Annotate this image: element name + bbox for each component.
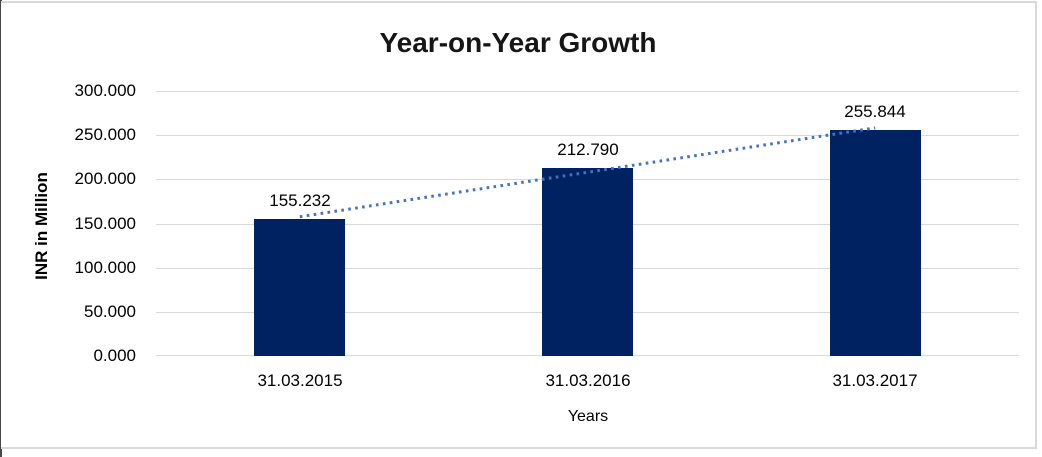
gridline bbox=[156, 135, 1019, 136]
x-axis-tick-label: 31.03.2015 bbox=[257, 371, 343, 390]
bar-value-label: 212.790 bbox=[557, 140, 619, 159]
chart-frame: Year-on-Year Growth INR in Million 155.2… bbox=[1, 1, 1037, 449]
bar bbox=[254, 219, 345, 356]
y-axis-tick-label: 200.000 bbox=[74, 169, 136, 188]
trendline bbox=[299, 126, 876, 219]
x-axis-title: Years bbox=[567, 408, 609, 425]
bar bbox=[830, 130, 921, 356]
bar-value-label: 255.844 bbox=[844, 102, 906, 121]
y-axis-tick-label: 300.000 bbox=[74, 81, 136, 100]
y-axis-tick-label: 50.000 bbox=[84, 302, 136, 321]
x-axis-tick-label: 31.03.2016 bbox=[545, 371, 631, 390]
y-axis-tick-label: 0.000 bbox=[93, 346, 136, 365]
bar-value-label: 155.232 bbox=[269, 191, 331, 210]
bar bbox=[542, 168, 633, 356]
gridline bbox=[156, 91, 1019, 92]
y-axis-tick-label: 250.000 bbox=[74, 125, 136, 144]
plot-area: 155.232 212.790 255.844 bbox=[156, 91, 1019, 356]
y-axis-tick-label: 150.000 bbox=[74, 214, 136, 233]
y-axis-tick-label: 100.000 bbox=[74, 258, 136, 277]
x-axis-tick-label: 31.03.2017 bbox=[832, 371, 918, 390]
chart-title: Year-on-Year Growth bbox=[379, 27, 657, 58]
